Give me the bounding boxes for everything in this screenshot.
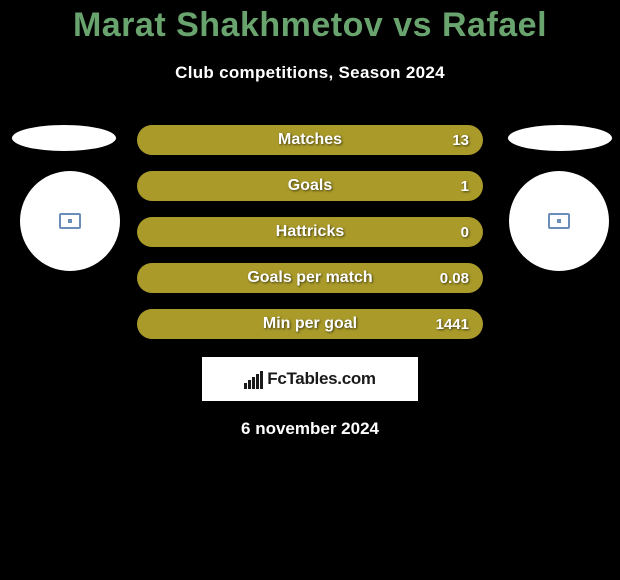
stat-row: Goals 1	[137, 171, 483, 201]
stat-value: 1441	[436, 316, 469, 333]
stat-label: Min per goal	[263, 315, 357, 333]
stat-row: Goals per match 0.08	[137, 263, 483, 293]
player-left	[8, 125, 120, 271]
stat-bars: Matches 13 Goals 1 Hattricks 0 Goals per…	[137, 125, 483, 339]
stat-label: Hattricks	[276, 223, 344, 241]
date-label: 6 november 2024	[0, 419, 620, 439]
stat-value: 1	[461, 178, 469, 195]
club-logo	[20, 171, 120, 271]
stat-row: Matches 13	[137, 125, 483, 155]
flag-icon	[12, 125, 116, 151]
stat-label: Matches	[278, 131, 342, 149]
flag-icon	[508, 125, 612, 151]
stat-label: Goals	[288, 177, 332, 195]
comparison-body: Matches 13 Goals 1 Hattricks 0 Goals per…	[0, 125, 620, 439]
brand-badge: FcTables.com	[202, 357, 418, 401]
stat-value: 0.08	[440, 270, 469, 287]
brand-name: FcTables.com	[267, 369, 376, 389]
subtitle: Club competitions, Season 2024	[175, 63, 445, 83]
stat-row: Hattricks 0	[137, 217, 483, 247]
stat-label: Goals per match	[247, 269, 372, 287]
stat-value: 0	[461, 224, 469, 241]
placeholder-image-icon	[59, 213, 81, 229]
stat-row: Min per goal 1441	[137, 309, 483, 339]
page-title: Marat Shakhmetov vs Rafael	[73, 6, 547, 45]
stat-value: 13	[452, 132, 469, 149]
placeholder-image-icon	[548, 213, 570, 229]
bar-chart-icon	[244, 369, 263, 389]
club-logo	[509, 171, 609, 271]
player-right	[508, 125, 612, 271]
comparison-infographic: Marat Shakhmetov vs Rafael Club competit…	[0, 0, 620, 439]
